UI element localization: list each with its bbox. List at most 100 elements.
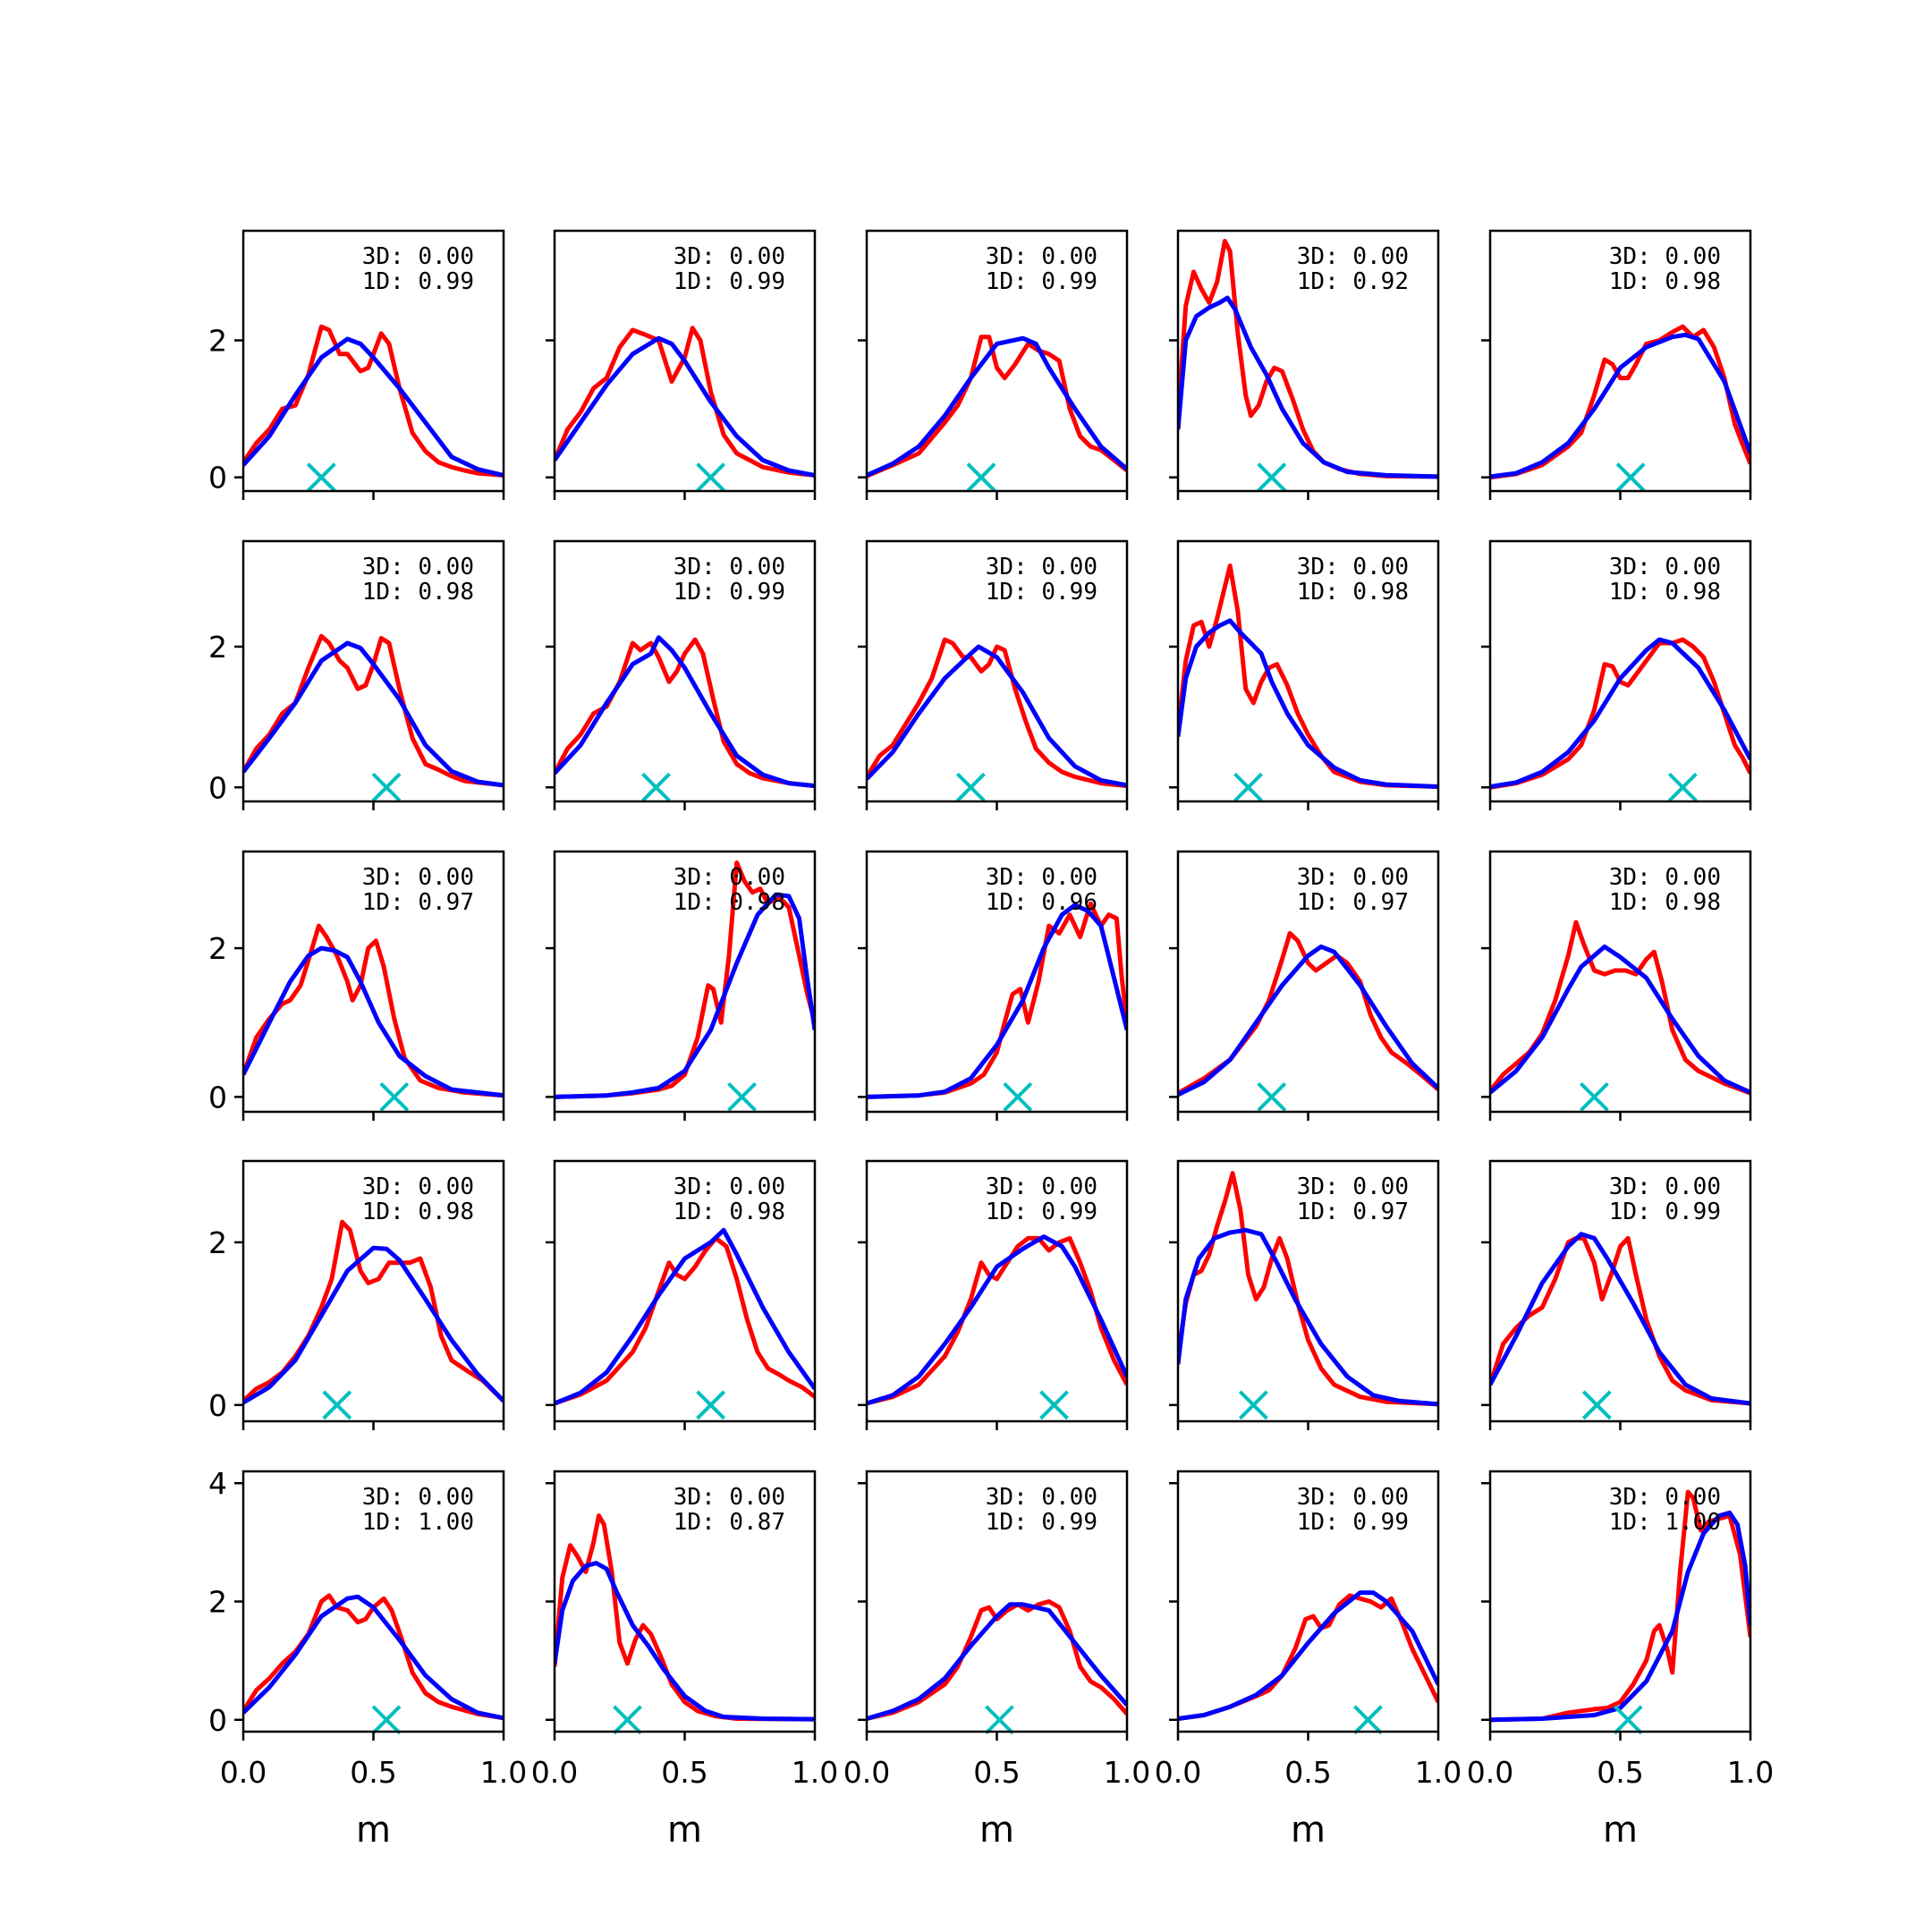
annotation-1d: 1D: 1.00	[362, 1509, 474, 1536]
annotation-1d: 1D: 0.98	[1609, 268, 1721, 295]
blue-density-curve	[555, 335, 815, 478]
y-tick-label: 0	[208, 461, 227, 496]
cross-marker	[1257, 462, 1287, 493]
annotation-1d: 1D: 0.98	[362, 1199, 474, 1225]
red-density-curve	[243, 633, 504, 788]
annotation-1d: 1D: 0.98	[1297, 579, 1409, 606]
cross-marker-stroke	[966, 462, 996, 493]
cross-marker-stroke	[1003, 1081, 1033, 1112]
annotation-3d: 3D: 0.00	[362, 1174, 474, 1200]
cross-marker	[371, 1705, 402, 1735]
cross-marker	[955, 772, 986, 802]
red-density-curve	[1490, 637, 1750, 790]
red-density-curve	[555, 1513, 815, 1722]
x-tick-label: 0.5	[1597, 1755, 1643, 1790]
cross-marker-stroke	[1257, 462, 1287, 493]
x-axis-label: m	[979, 1809, 1014, 1851]
annotation-3d: 3D: 0.00	[1609, 1174, 1721, 1200]
red-density-curve	[555, 1235, 815, 1406]
cross-marker	[322, 1390, 352, 1420]
cross-marker	[696, 1390, 726, 1420]
annotation-1d: 1D: 0.98	[1609, 579, 1721, 606]
red-density-curve	[1490, 1235, 1750, 1406]
cross-marker	[613, 1705, 642, 1735]
annotation-3d: 3D: 0.00	[1297, 864, 1409, 891]
cross-marker-stroke	[696, 462, 726, 493]
annotation-3d: 3D: 0.00	[986, 1484, 1097, 1511]
annotation-1d: 1D: 0.99	[986, 579, 1097, 606]
y-tick-label: 2	[208, 931, 227, 966]
y-tick-label: 0	[208, 1080, 227, 1114]
annotation-3d: 3D: 0.00	[362, 864, 474, 891]
annotation-3d: 3D: 0.00	[1297, 1174, 1409, 1200]
red-density-curve	[555, 637, 815, 789]
annotation-3d: 3D: 0.00	[986, 864, 1097, 891]
blue-density-curve	[1490, 332, 1750, 479]
blue-density-curve	[555, 1227, 815, 1406]
blue-density-curve	[1178, 1590, 1438, 1721]
cross-marker	[984, 1705, 1014, 1735]
cross-marker	[641, 772, 671, 802]
cross-marker-stroke	[306, 462, 336, 493]
x-tick-label: 0.5	[350, 1755, 396, 1790]
annotation-1d: 1D: 0.99	[1297, 1509, 1409, 1536]
annotation-1d: 1D: 0.99	[986, 1199, 1097, 1225]
red-density-curve	[1178, 1171, 1438, 1407]
x-tick-label: 0.0	[531, 1755, 578, 1790]
cross-marker	[1238, 1390, 1268, 1420]
blue-density-curve	[867, 644, 1127, 788]
x-tick-label: 0.5	[1284, 1755, 1331, 1790]
x-tick-label: 1.0	[1415, 1755, 1462, 1790]
x-tick-label: 1.0	[792, 1755, 838, 1790]
cross-marker-stroke	[371, 1705, 402, 1735]
red-density-curve	[867, 335, 1127, 479]
annotation-3d: 3D: 0.00	[362, 243, 474, 270]
cross-marker-stroke	[1581, 1390, 1612, 1420]
red-density-curve	[243, 1593, 504, 1721]
x-axis-label: m	[1603, 1809, 1638, 1851]
annotation-1d: 1D: 0.98	[362, 579, 474, 606]
annotation-3d: 3D: 0.00	[986, 554, 1097, 580]
annotation-3d: 3D: 0.00	[1297, 243, 1409, 270]
cross-marker	[379, 1081, 410, 1112]
cross-marker-stroke	[613, 1705, 642, 1735]
red-density-curve	[1490, 324, 1750, 480]
y-tick-label: 2	[208, 324, 227, 359]
blue-density-curve	[1490, 944, 1750, 1095]
x-tick-label: 0.0	[843, 1755, 890, 1790]
annotation-1d: 1D: 0.98	[674, 889, 785, 916]
blue-density-curve	[243, 336, 504, 478]
blue-density-curve	[867, 1602, 1127, 1721]
blue-density-curve	[555, 635, 815, 789]
cross-marker-stroke	[371, 772, 402, 802]
cross-marker	[1257, 1081, 1287, 1112]
cross-marker	[1003, 1081, 1033, 1112]
x-axis-label: m	[1291, 1809, 1326, 1851]
y-tick-label: 0	[208, 1703, 227, 1738]
cross-marker-stroke	[1667, 772, 1698, 802]
cross-marker-stroke	[1233, 772, 1263, 802]
y-tick-label: 0	[208, 770, 227, 805]
cross-marker	[371, 772, 402, 802]
cross-marker-stroke	[1613, 1705, 1643, 1735]
cross-marker-stroke	[379, 1081, 410, 1112]
annotation-1d: 1D: 0.99	[986, 1509, 1097, 1536]
annotation-3d: 3D: 0.00	[1609, 864, 1721, 891]
cross-marker-stroke	[727, 1081, 757, 1112]
annotation-3d: 3D: 0.00	[1609, 1484, 1721, 1511]
cross-marker-stroke	[1039, 1390, 1069, 1420]
